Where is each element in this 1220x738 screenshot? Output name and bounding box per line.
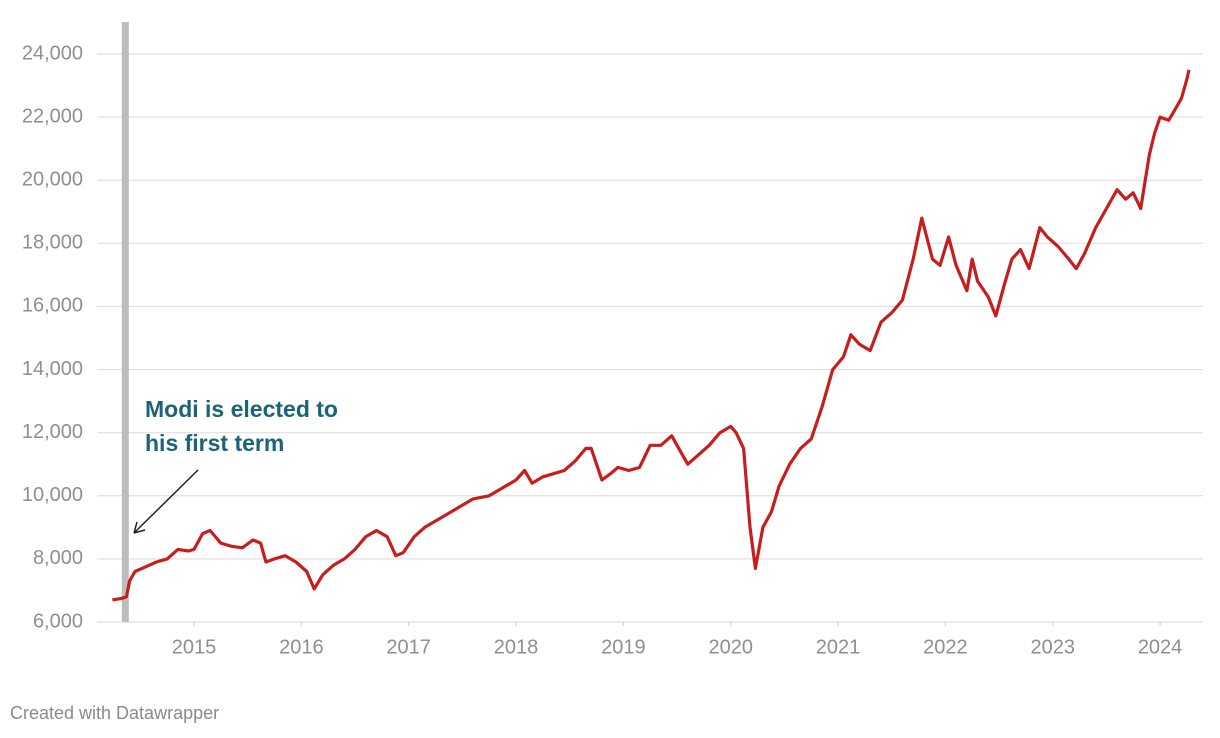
y-tick-label: 20,000 xyxy=(22,169,83,191)
y-tick-label: 10,000 xyxy=(22,484,83,506)
x-tick-label: 2017 xyxy=(386,636,431,658)
x-tick-label: 2019 xyxy=(601,636,646,658)
annotation: his first term xyxy=(145,430,284,456)
y-tick-label: 24,000 xyxy=(22,42,83,64)
y-tick-label: 12,000 xyxy=(22,421,83,443)
x-tick-label: 2023 xyxy=(1030,636,1075,658)
y-tick-label: 6,000 xyxy=(33,610,83,632)
x-tick-label: 2020 xyxy=(708,636,753,658)
line xyxy=(112,69,1191,602)
x-tick-label: 2021 xyxy=(816,636,861,658)
annotation-arrow xyxy=(133,469,199,534)
x-tick-label: 2016 xyxy=(279,636,324,658)
x-tick-label: 2022 xyxy=(923,636,968,658)
y-tick-label: 14,000 xyxy=(22,358,83,380)
source: Created with Datawrapper xyxy=(10,703,219,723)
x-tick-label: 2024 xyxy=(1138,636,1183,658)
highlight-band xyxy=(121,22,129,622)
y-tick-label: 16,000 xyxy=(22,295,83,317)
y-tick-label: 8,000 xyxy=(33,547,83,569)
y-tick-label: 22,000 xyxy=(22,105,83,127)
x-tick-label: 2018 xyxy=(494,636,539,658)
x-tick-label: 2015 xyxy=(172,636,217,658)
annotation: Modi is elected to xyxy=(145,396,338,422)
arrow-head xyxy=(133,521,146,534)
y-tick-label: 18,000 xyxy=(22,232,83,254)
